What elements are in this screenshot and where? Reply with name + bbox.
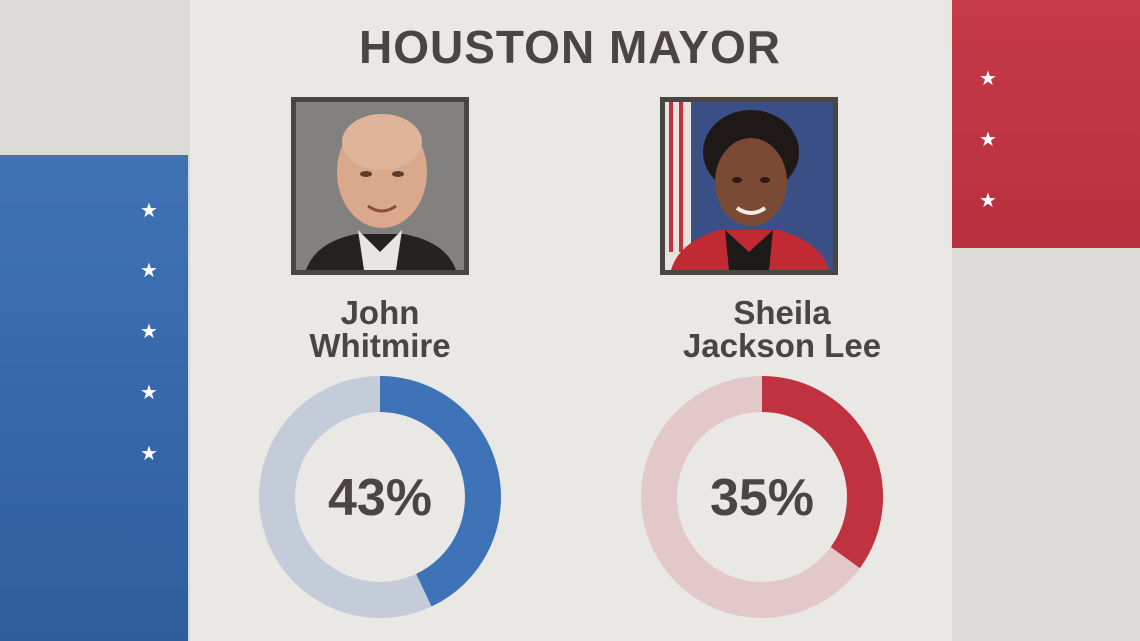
candidate-name-whitmire: John Whitmire <box>230 296 530 362</box>
chart-title: HOUSTON MAYOR <box>359 21 781 73</box>
star-icon: ★ <box>140 319 158 343</box>
star-icon: ★ <box>979 188 997 212</box>
portrait-placeholder-icon <box>296 102 464 270</box>
candidate-photo-jackson-lee <box>660 97 838 275</box>
donut-value-arc <box>761 376 883 569</box>
star-icon: ★ <box>140 380 158 404</box>
donut-percent-label: 43% <box>328 469 432 527</box>
candidate-first-name: John <box>340 294 420 331</box>
star-icon: ★ <box>979 127 997 151</box>
star-icon: ★ <box>140 258 158 282</box>
candidate-photo-whitmire <box>291 97 469 275</box>
donut-value-arc <box>379 376 501 607</box>
star-icon: ★ <box>140 441 158 465</box>
candidate-last-name: Jackson Lee <box>682 327 882 364</box>
candidate-first-name: Sheila <box>733 294 831 331</box>
donut-chart-jackson-lee: 35% <box>641 376 883 618</box>
red-stars-panel: ★ ★ ★ <box>952 0 1140 248</box>
candidate-name-jackson-lee: Sheila Jackson Lee <box>632 296 932 362</box>
donut-percent-label: 35% <box>710 469 814 527</box>
star-icon: ★ <box>140 198 158 222</box>
donut-chart-whitmire: 43% <box>259 376 501 618</box>
blue-stars-panel: ★ ★ ★ ★ ★ <box>0 155 188 641</box>
star-icon: ★ <box>979 66 997 90</box>
portrait-placeholder-icon <box>665 102 833 270</box>
candidate-last-name: Whitmire <box>309 327 451 364</box>
